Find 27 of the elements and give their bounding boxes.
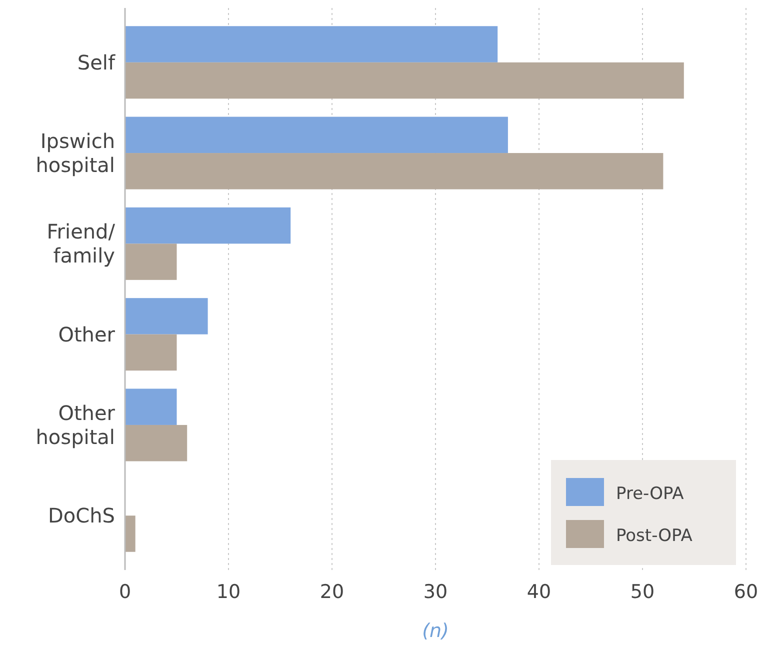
bar [125,153,664,190]
x-tick-label: 10 [216,581,241,603]
legend-label: Post-OPA [616,526,693,546]
y-tick-label: Other [58,322,116,346]
y-tick-label: Self [77,50,116,74]
x-tick-label: 60 [734,581,758,603]
bar [125,424,188,462]
bar [125,516,136,552]
x-tick-label: 50 [630,581,655,603]
x-tick-label: 30 [423,581,448,603]
x-tick-label: 20 [320,581,344,603]
y-tick-label: Ipswich hospital [36,129,115,178]
bar [125,62,684,99]
bar [125,26,498,62]
x-tick-label: 0 [118,581,132,603]
y-tick-label: Other hospital [36,400,116,449]
x-tick-label: 40 [526,581,552,603]
bar [125,388,177,425]
bar [125,334,177,371]
y-tick-label: Friend/ family [46,220,116,268]
bar [125,244,177,280]
legend-label: Pre-OPA [616,484,684,504]
x-axis-title: (n) [422,620,449,642]
y-tick-label: DoChS [48,504,115,528]
bar [125,207,291,244]
bar [125,116,508,154]
bar [125,298,208,334]
